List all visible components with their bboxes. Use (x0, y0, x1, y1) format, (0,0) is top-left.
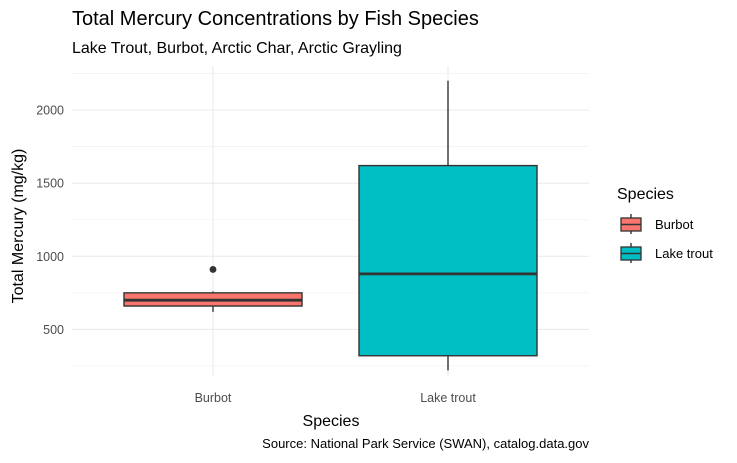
legend-key (620, 214, 642, 234)
y-tick-label: 1500 (36, 177, 64, 191)
y-axis-ticks: 500 1000 1500 2000 (36, 104, 64, 337)
outlier-point (209, 266, 217, 273)
legend-label: Burbot (655, 217, 694, 232)
y-axis-title: Total Mercury (mg/kg) (10, 149, 27, 304)
chart-title: Total Mercury Concentrations by Fish Spe… (72, 8, 479, 30)
legend-label: Lake trout (655, 246, 713, 261)
y-tick-label: 2000 (36, 104, 64, 118)
box-burbot (123, 266, 303, 312)
box-body (358, 164, 538, 357)
x-axis-ticks: Burbot Lake trout (195, 391, 477, 405)
box-lake-trout (358, 80, 538, 371)
legend-key (620, 243, 642, 263)
source-caption: Source: National Park Service (SWAN), ca… (262, 436, 589, 451)
x-tick-label: Burbot (195, 391, 232, 405)
legend-title: Species (617, 186, 674, 203)
legend: Species Burbot Lake trout (617, 186, 713, 263)
boxes (123, 80, 538, 371)
chart-subtitle: Lake Trout, Burbot, Arctic Char, Arctic … (72, 40, 402, 57)
x-axis-title: Species (303, 413, 360, 430)
x-tick-label: Lake trout (420, 391, 476, 405)
y-tick-label: 1000 (36, 250, 64, 264)
y-tick-label: 500 (43, 323, 64, 337)
